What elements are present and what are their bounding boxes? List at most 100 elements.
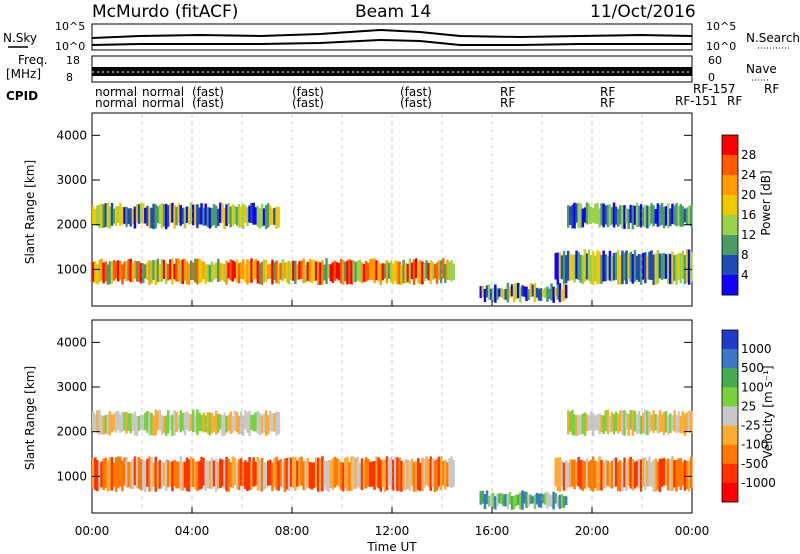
data-cell	[175, 258, 178, 282]
cpid-4-top: (fast)	[292, 85, 324, 99]
data-cell	[481, 490, 485, 504]
data-cell	[135, 457, 139, 489]
data-cell	[271, 413, 274, 432]
data-cell	[552, 286, 555, 303]
data-cell	[648, 456, 651, 487]
data-cell	[127, 461, 130, 488]
data-cell	[104, 414, 107, 434]
data-cell	[589, 459, 593, 491]
data-cell	[375, 260, 378, 281]
data-cell	[614, 252, 618, 280]
data-cell	[267, 264, 270, 279]
data-cell	[673, 255, 676, 281]
data-cell	[177, 415, 180, 430]
data-cell	[644, 409, 647, 435]
data-cell	[254, 258, 257, 279]
data-cell	[275, 206, 278, 229]
data-cell	[202, 412, 205, 433]
data-cell	[664, 411, 668, 433]
data-cell	[419, 462, 422, 491]
data-cell	[652, 254, 655, 285]
colorbar-swatch	[722, 444, 738, 465]
data-cell	[267, 415, 270, 435]
data-cell	[171, 202, 174, 223]
data-cell	[154, 456, 157, 492]
data-cell	[167, 205, 170, 227]
data-cell	[585, 253, 589, 280]
data-cell	[339, 461, 343, 491]
data-cell	[94, 261, 97, 284]
data-cell	[631, 459, 635, 491]
data-cell	[231, 456, 235, 489]
data-cell	[262, 259, 266, 283]
data-cell	[319, 262, 322, 285]
data-cell	[664, 206, 668, 226]
data-cell	[575, 415, 578, 437]
data-cell	[221, 203, 224, 223]
data-cell	[264, 259, 268, 282]
data-cell	[246, 412, 249, 433]
data-cell	[342, 259, 345, 285]
data-cell	[198, 207, 201, 225]
data-cell	[629, 251, 632, 282]
colorbar-swatch	[722, 349, 738, 369]
data-cell	[306, 457, 310, 488]
colorbar-swatch	[722, 482, 738, 503]
data-cell	[412, 259, 416, 285]
data-cell	[202, 457, 205, 486]
y-tick-label: 2000	[56, 218, 87, 232]
data-cell	[129, 258, 132, 282]
data-cell	[658, 410, 662, 433]
data-cell	[544, 287, 547, 298]
data-cell	[448, 261, 451, 281]
data-cell	[687, 249, 691, 285]
data-cell	[612, 414, 616, 435]
data-cell	[354, 457, 357, 489]
data-cell	[373, 461, 376, 490]
cpid-8-bottom: RF-151	[675, 94, 717, 108]
data-cell	[658, 253, 662, 279]
data-cell	[106, 460, 110, 492]
data-cell	[617, 208, 620, 227]
data-cell	[333, 456, 337, 488]
data-cell	[485, 490, 489, 505]
x-tick-label: 12:00	[375, 524, 410, 538]
data-cell	[410, 458, 414, 486]
data-cell	[510, 496, 514, 510]
velocity-y-axis: 1000 2000 3000 4000	[56, 335, 692, 483]
data-cell	[508, 492, 512, 505]
data-cell	[677, 253, 680, 280]
data-cell	[567, 410, 570, 435]
data-cell	[262, 208, 266, 226]
data-cell	[371, 258, 374, 280]
data-cell	[600, 460, 603, 491]
data-cell	[183, 207, 187, 229]
data-cell	[689, 205, 693, 227]
data-cell	[400, 460, 403, 492]
data-cell	[277, 412, 280, 435]
data-cell	[152, 260, 155, 281]
data-cell	[385, 456, 389, 491]
data-cell	[504, 494, 507, 507]
data-cell	[217, 413, 220, 433]
data-cell	[554, 458, 557, 487]
data-cell	[592, 413, 595, 437]
data-cell	[150, 260, 153, 284]
data-cell	[148, 207, 151, 229]
data-cell	[217, 208, 220, 226]
data-cell	[421, 457, 424, 492]
data-cell	[552, 491, 555, 510]
data-cell	[381, 263, 385, 281]
data-cell	[569, 411, 572, 432]
data-cell	[185, 206, 189, 223]
data-cell	[664, 459, 668, 486]
x-tick-label: 08:00	[275, 524, 310, 538]
data-cell	[200, 260, 203, 282]
data-cell	[567, 462, 570, 488]
cpid-6-bottom: RF	[500, 96, 515, 110]
data-cell	[162, 415, 166, 434]
data-cell	[546, 286, 549, 302]
data-cell	[612, 253, 616, 281]
data-cell	[242, 415, 245, 436]
data-cell	[596, 202, 599, 224]
